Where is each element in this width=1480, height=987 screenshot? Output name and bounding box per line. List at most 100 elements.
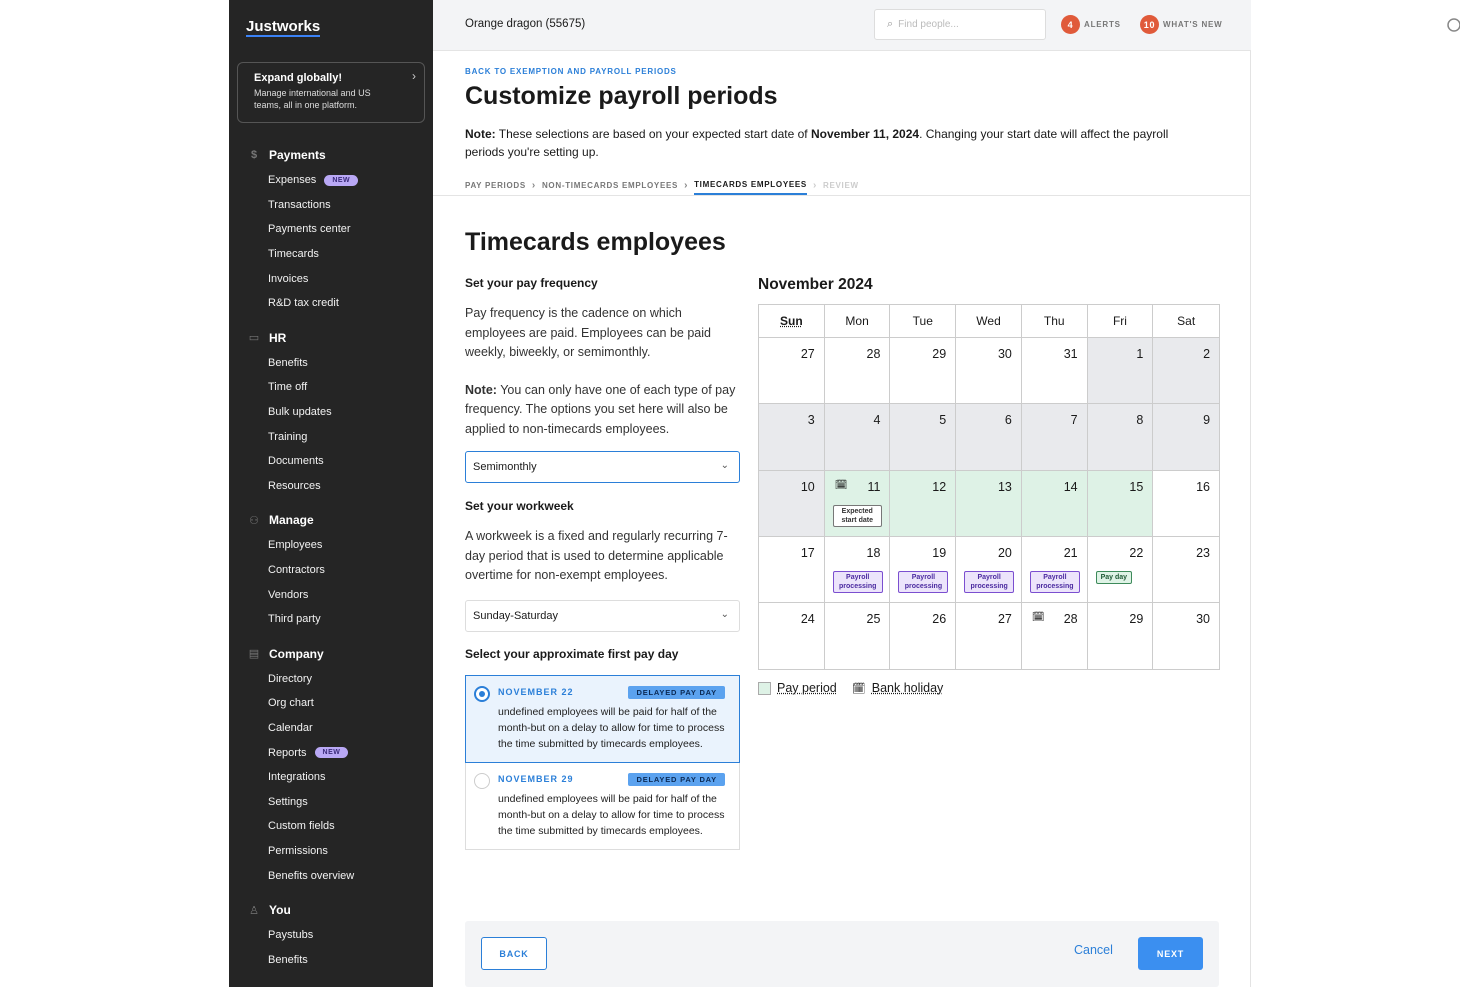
- sidebar-item-expenses[interactable]: Expenses NEW: [229, 168, 433, 193]
- calendar-day[interactable]: 6: [956, 404, 1022, 471]
- sidebar-item-employees[interactable]: Employees: [229, 533, 433, 558]
- sidebar-item-bulk-updates[interactable]: Bulk updates: [229, 400, 433, 425]
- calendar-day[interactable]: 16: [1153, 471, 1220, 537]
- calendar-day[interactable]: 24: [759, 603, 825, 670]
- step-timecards-employees[interactable]: TIMECARDS EMPLOYEES: [694, 180, 807, 195]
- sidebar-item-time-off[interactable]: Time off: [229, 375, 433, 400]
- sidebar-item-reports[interactable]: Reports NEW: [229, 740, 433, 765]
- pay-frequency-select[interactable]: Semimonthly ⌄: [465, 451, 740, 483]
- calendar-month-title: November 2024: [758, 276, 873, 293]
- sidebar-item-paystubs[interactable]: Paystubs: [229, 923, 433, 948]
- sidebar-item-vendors[interactable]: Vendors: [229, 582, 433, 607]
- sidebar-heading-hr[interactable]: ▭ HR: [229, 329, 433, 347]
- sidebar-heading-you[interactable]: ♙ You: [229, 901, 433, 919]
- company-name[interactable]: Orange dragon (55675): [465, 18, 586, 30]
- sidebar-item-label: Vendors: [268, 588, 309, 601]
- sidebar-item-documents[interactable]: Documents: [229, 449, 433, 474]
- calendar-day[interactable]: 13: [956, 470, 1022, 537]
- sidebar-item-custom-fields[interactable]: Custom fields: [229, 814, 433, 839]
- calendar-day[interactable]: 31: [1021, 338, 1088, 405]
- calendar-day[interactable]: 2: [1153, 338, 1220, 405]
- sidebar-section-hr: ▭ HR Benefits Time off Bulk updates Training D…: [229, 329, 433, 499]
- sidebar-item-benefits-overview[interactable]: Benefits overview: [229, 863, 433, 888]
- alerts-button[interactable]: 4 ALERTS: [1061, 15, 1121, 34]
- calendar-day[interactable]: 8: [1087, 404, 1154, 471]
- sidebar-item-contractors[interactable]: Contractors: [229, 558, 433, 583]
- calendar-day[interactable]: 14: [1021, 470, 1088, 537]
- calendar-grid: Sun Mon Tue Wed Thu Fri Sat 27 28 29 30 31 1 2 3 4 5 6 7 8 9…: [758, 304, 1220, 671]
- calendar-legend: Pay period 🗓 Bank holiday: [758, 681, 943, 695]
- calendar-day[interactable]: 27: [759, 338, 825, 405]
- sidebar-item-integrations[interactable]: Integrations: [229, 765, 433, 790]
- workweek-select[interactable]: Sunday-Saturday ⌄: [465, 599, 740, 632]
- sidebar-item-invoices[interactable]: Invoices: [229, 266, 433, 291]
- calendar-day[interactable]: 1: [1087, 338, 1154, 405]
- calendar-day[interactable]: 4: [824, 404, 891, 471]
- calendar-day[interactable]: 22 Pay day: [1087, 536, 1154, 604]
- sidebar-heading-manage[interactable]: ⚇ Manage: [229, 511, 433, 529]
- calendar-day[interactable]: 30: [1153, 603, 1219, 669]
- legend-pay-period[interactable]: Pay period: [777, 681, 837, 695]
- next-button[interactable]: NEXT: [1138, 937, 1203, 970]
- step-non-timecards-employees[interactable]: NON-TIMECARDS EMPLOYEES: [541, 181, 679, 190]
- sidebar-item-transactions[interactable]: Transactions: [229, 193, 433, 218]
- sidebar-item-calendar[interactable]: Calendar: [229, 716, 433, 741]
- legend-bank-holiday[interactable]: Bank holiday: [871, 681, 944, 695]
- calendar-day[interactable]: 5: [890, 404, 957, 471]
- search-box[interactable]: ⌕: [874, 9, 1046, 40]
- expand-globally-promo[interactable]: Expand globally! Manage international an…: [237, 62, 425, 123]
- calendar-day[interactable]: 17: [759, 536, 825, 604]
- calendar-day[interactable]: 21 Payroll processing: [1021, 536, 1088, 604]
- whats-new-button[interactable]: 10 WHAT'S NEW: [1140, 15, 1223, 34]
- search-input[interactable]: [898, 19, 1039, 30]
- calendar-day[interactable]: 15: [1087, 470, 1154, 537]
- step-review: REVIEW: [823, 181, 859, 190]
- calendar-day[interactable]: 26: [890, 603, 957, 670]
- help-icon[interactable]: [1446, 17, 1460, 33]
- sidebar-item-org-chart[interactable]: Org chart: [229, 691, 433, 716]
- sidebar-item-settings[interactable]: Settings: [229, 790, 433, 815]
- back-button[interactable]: BACK: [481, 937, 547, 970]
- sidebar-item-r-d-tax-credit[interactable]: R&D tax credit: [229, 291, 433, 316]
- calendar-day[interactable]: 19 Payroll processing: [890, 536, 957, 604]
- radio-button[interactable]: [474, 772, 490, 789]
- calendar-day[interactable]: 9: [1153, 404, 1220, 471]
- start-date-note: Note: These selections are based on your…: [465, 125, 1205, 161]
- calendar-day[interactable]: 27: [956, 603, 1022, 670]
- calendar-day[interactable]: 10: [759, 470, 825, 537]
- back-to-exemption-link[interactable]: BACK TO EXEMPTION AND PAYROLL PERIODS: [465, 67, 677, 76]
- calendar-day[interactable]: 28: [824, 338, 891, 405]
- calendar-day[interactable]: 28 🗓: [1022, 603, 1088, 670]
- note-label: Note:: [465, 382, 497, 397]
- sidebar-heading-company[interactable]: ▤ Company: [229, 645, 433, 663]
- day-number: 27: [997, 612, 1012, 627]
- calendar-day[interactable]: 12: [890, 470, 957, 537]
- sidebar-item-benefits[interactable]: Benefits: [229, 948, 433, 973]
- calendar-day[interactable]: 30: [956, 338, 1022, 405]
- calendar-day[interactable]: 25: [825, 603, 891, 670]
- sidebar-item-training[interactable]: Training: [229, 424, 433, 449]
- sidebar-item-permissions[interactable]: Permissions: [229, 839, 433, 864]
- calendar-day[interactable]: 23: [1153, 537, 1220, 604]
- sidebar-item-third-party[interactable]: Third party: [229, 607, 433, 632]
- radio-button[interactable]: [474, 685, 490, 702]
- calendar-day[interactable]: 11 🗓 Expected start date: [824, 470, 891, 537]
- sidebar-item-benefits[interactable]: Benefits: [229, 351, 433, 376]
- calendar-day[interactable]: 20 Payroll processing: [956, 536, 1022, 604]
- calendar-day[interactable]: 18 Payroll processing: [824, 536, 891, 604]
- sidebar-item-timecards[interactable]: Timecards: [229, 242, 433, 267]
- calendar-day[interactable]: 29: [890, 338, 957, 405]
- sidebar-item-resources[interactable]: Resources: [229, 474, 433, 499]
- calendar-week: 24 25 26 27 28 🗓 29 30: [759, 603, 1219, 670]
- calendar-day[interactable]: 29: [1088, 603, 1154, 670]
- pay-day-option-nov-22[interactable]: NOVEMBER 22 DELAYED PAY DAY undefined em…: [465, 674, 740, 763]
- calendar-day[interactable]: 7: [1021, 404, 1088, 471]
- step-pay-periods[interactable]: PAY PERIODS: [465, 181, 526, 190]
- pay-day-option-nov-29[interactable]: NOVEMBER 29 DELAYED PAY DAY undefined em…: [465, 762, 740, 850]
- sidebar-item-directory[interactable]: Directory: [229, 667, 433, 692]
- sidebar-item-payments-center[interactable]: Payments center: [229, 217, 433, 242]
- brand-logo[interactable]: Justworks: [246, 18, 321, 37]
- sidebar-heading-payments[interactable]: $ Payments: [229, 146, 433, 164]
- cancel-button[interactable]: Cancel: [1074, 943, 1113, 957]
- calendar-day[interactable]: 3: [759, 404, 825, 471]
